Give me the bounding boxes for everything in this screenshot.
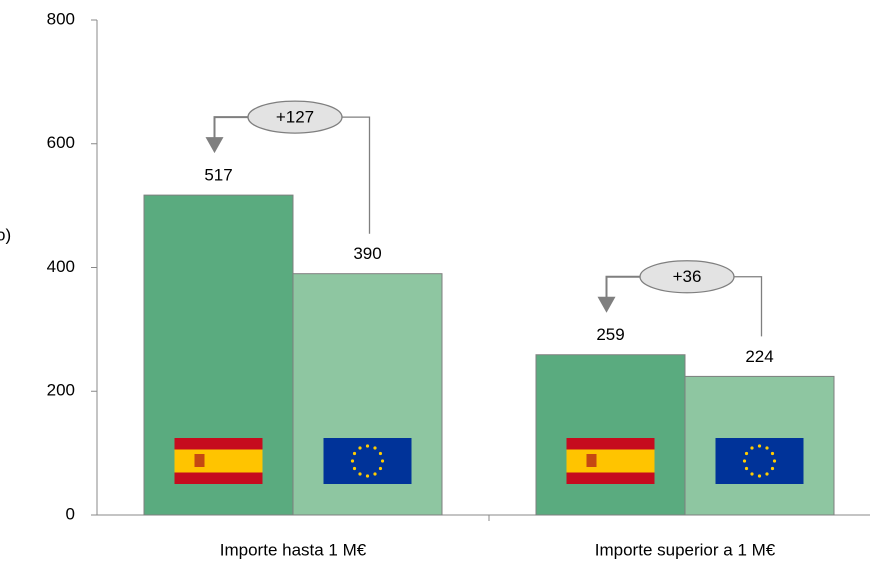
y-tick-label: 400 bbox=[47, 257, 75, 276]
flag-star bbox=[358, 446, 362, 450]
x-tick-label: Importe hasta 1 M€ bbox=[220, 540, 367, 559]
flag-star bbox=[750, 472, 754, 476]
bar bbox=[535, 354, 686, 516]
annotation-arrowhead bbox=[205, 137, 224, 154]
flag-star bbox=[757, 444, 762, 448]
data-label: 224 bbox=[745, 347, 773, 366]
flag-stripe bbox=[566, 449, 655, 473]
flag-spain bbox=[174, 438, 263, 484]
flag-star bbox=[380, 459, 385, 463]
data-label: 390 bbox=[353, 244, 381, 263]
y-tick-label: 200 bbox=[47, 381, 75, 400]
flag-stripe bbox=[174, 449, 263, 473]
flag-emblem bbox=[194, 454, 205, 467]
flag-star bbox=[358, 472, 362, 476]
annotation-arrowhead bbox=[597, 296, 616, 313]
annotation-bubble bbox=[639, 260, 735, 294]
y-tick-label: 0 bbox=[66, 504, 75, 523]
flag-star bbox=[765, 446, 769, 450]
flag-star bbox=[744, 451, 749, 456]
flag-eu bbox=[715, 438, 804, 484]
flag-star bbox=[770, 451, 775, 456]
flag-emblem bbox=[586, 454, 597, 467]
flag-star bbox=[365, 444, 370, 448]
flag-star bbox=[350, 459, 355, 463]
flag-star bbox=[378, 451, 383, 456]
flag-star bbox=[770, 466, 775, 471]
flag-star bbox=[772, 459, 777, 463]
flag-star bbox=[373, 446, 377, 450]
annotation-text: +127 bbox=[276, 108, 314, 127]
data-label: 517 bbox=[204, 166, 232, 185]
annotation-bubble bbox=[247, 100, 343, 134]
flag-star bbox=[744, 466, 749, 471]
flag-star bbox=[373, 472, 377, 476]
flag-star bbox=[365, 474, 370, 478]
annotation-connector bbox=[342, 116, 371, 234]
annotation-arrow-line bbox=[213, 116, 248, 142]
data-label: 259 bbox=[596, 325, 624, 344]
flag-star bbox=[765, 472, 769, 476]
annotation-text: +36 bbox=[673, 267, 702, 286]
annotation-arrow-line bbox=[605, 275, 640, 301]
flag-star bbox=[750, 446, 754, 450]
flag-star bbox=[378, 466, 383, 471]
flag-spain bbox=[566, 438, 655, 484]
flag-star bbox=[757, 474, 762, 478]
y-tick-label: 800 bbox=[47, 9, 75, 28]
x-tick-label: Importe superior a 1 M€ bbox=[595, 540, 776, 559]
flag-eu bbox=[323, 438, 412, 484]
y-tick-label: 600 bbox=[47, 133, 75, 152]
flag-star bbox=[742, 459, 747, 463]
flag-star bbox=[352, 451, 357, 456]
y-axis-label: o) bbox=[0, 225, 11, 244]
flag-star bbox=[352, 466, 357, 471]
annotation-connector bbox=[734, 276, 763, 337]
